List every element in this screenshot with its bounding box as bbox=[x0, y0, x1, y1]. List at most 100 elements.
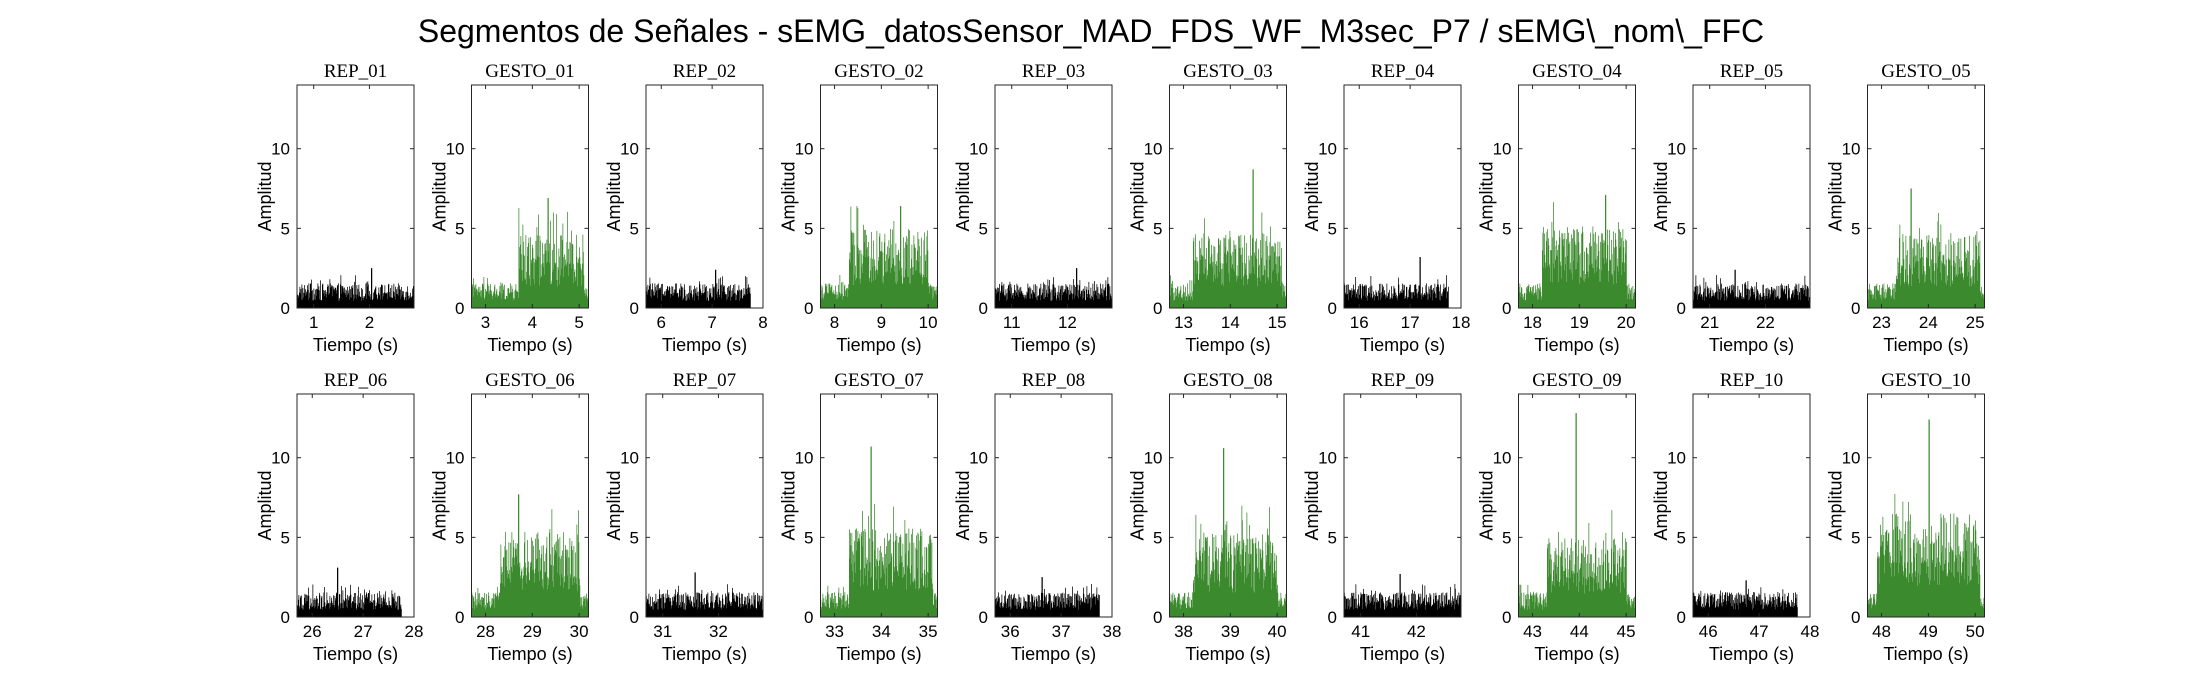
signal-bar bbox=[855, 529, 856, 617]
signal-bar bbox=[540, 240, 541, 308]
signal-bar bbox=[1970, 580, 1971, 617]
signal-bar bbox=[402, 291, 403, 308]
signal-bar bbox=[698, 607, 700, 617]
signal-bar bbox=[1693, 592, 1695, 617]
signal-bar bbox=[1915, 255, 1917, 308]
signal-bar bbox=[1567, 227, 1568, 308]
signal-bar bbox=[693, 289, 694, 308]
signal-bar bbox=[1697, 605, 1699, 617]
signal-bar bbox=[348, 596, 350, 617]
signal-bar bbox=[529, 579, 530, 617]
signal-bar bbox=[1929, 419, 1930, 617]
signal-bar bbox=[1378, 601, 1379, 617]
signal-bar bbox=[1221, 284, 1222, 308]
signal-bar bbox=[343, 292, 344, 308]
signal-bar bbox=[727, 287, 728, 308]
signal-bar bbox=[747, 287, 749, 308]
signal-bar bbox=[1533, 593, 1535, 617]
signal-bar bbox=[1067, 594, 1069, 617]
signal-bar bbox=[1597, 589, 1599, 617]
signal-bar bbox=[537, 532, 539, 617]
signal-bar bbox=[1268, 535, 1270, 617]
signal-bar bbox=[546, 536, 548, 617]
signal-bar bbox=[838, 284, 839, 308]
signal-bar bbox=[735, 300, 736, 308]
signal-bar bbox=[1053, 602, 1054, 617]
signal-bar bbox=[1062, 592, 1064, 617]
signal-bar bbox=[880, 251, 881, 308]
x-axis-label: Tiempo (s) bbox=[1360, 644, 1445, 664]
signal-bar bbox=[1755, 300, 1757, 308]
signal-bar bbox=[841, 599, 842, 617]
signal-bar bbox=[1442, 291, 1444, 308]
signal-bar bbox=[1954, 243, 1956, 308]
signal-bar bbox=[1769, 600, 1770, 617]
signal-bar bbox=[683, 608, 685, 617]
subplot-title: GESTO_02 bbox=[834, 61, 923, 82]
signal-bar bbox=[1093, 593, 1095, 617]
y-tick-label: 5 bbox=[1851, 219, 1860, 238]
signal-bar bbox=[1247, 284, 1249, 308]
signal-bar bbox=[1276, 555, 1277, 617]
signal-bar bbox=[533, 545, 534, 617]
signal-bar bbox=[1005, 590, 1006, 617]
signal-bar bbox=[1901, 265, 1902, 308]
signal-bar bbox=[537, 558, 538, 617]
signal-bar bbox=[925, 587, 926, 617]
signal-bar bbox=[1238, 235, 1239, 308]
signal-bar bbox=[1536, 592, 1538, 617]
signal-bar bbox=[825, 595, 827, 617]
signal-bar bbox=[564, 254, 565, 308]
signal-bar bbox=[1043, 282, 1044, 308]
signal-bar bbox=[375, 605, 377, 617]
signal-bar bbox=[1893, 288, 1895, 308]
y-axis-label: Amplitud bbox=[1128, 470, 1148, 540]
signal-bar bbox=[1975, 234, 1976, 308]
signal-bar bbox=[504, 586, 505, 617]
signal-bar bbox=[1405, 297, 1406, 308]
signal-bar bbox=[1801, 288, 1802, 308]
signal-bar bbox=[525, 562, 526, 617]
signal-bar bbox=[397, 287, 399, 308]
signal-bar bbox=[1948, 239, 1950, 308]
signal-bar bbox=[1906, 578, 1907, 617]
signal-bar bbox=[1525, 299, 1527, 308]
signal-bar bbox=[1563, 585, 1565, 617]
signal-bar bbox=[1253, 590, 1254, 617]
signal-bar bbox=[883, 568, 884, 617]
signal-bar bbox=[1585, 546, 1586, 617]
signal-bar bbox=[1913, 256, 1914, 308]
signal-bar bbox=[1225, 234, 1227, 308]
signal-bar bbox=[1092, 594, 1094, 617]
signal-bar bbox=[743, 604, 745, 617]
signal-bar bbox=[320, 300, 322, 308]
signal-bar bbox=[1014, 605, 1016, 617]
signal-bar bbox=[333, 595, 334, 617]
y-tick-label: 5 bbox=[979, 219, 988, 238]
signal-bar bbox=[1365, 296, 1366, 308]
signal-bar bbox=[670, 293, 671, 308]
signal-bar bbox=[1892, 283, 1894, 308]
signal-bar bbox=[362, 298, 364, 308]
signal-bar bbox=[827, 585, 829, 617]
signal-bar bbox=[563, 587, 565, 617]
signal-bar bbox=[661, 284, 662, 308]
signal-bar bbox=[1556, 240, 1557, 308]
signal-bar bbox=[1736, 298, 1737, 308]
signal-bar bbox=[1252, 539, 1253, 617]
signal-bar bbox=[1542, 250, 1543, 308]
signal-bar bbox=[1978, 256, 1980, 308]
signal-bar bbox=[1892, 514, 1893, 617]
signal-bar bbox=[400, 606, 401, 617]
signal-bar bbox=[1261, 212, 1263, 308]
signal-bar bbox=[1957, 241, 1959, 308]
signal-bar bbox=[1199, 273, 1201, 308]
signal-bar bbox=[1033, 602, 1035, 617]
signal-bar bbox=[653, 295, 655, 308]
signal-bar bbox=[1560, 556, 1561, 617]
signal-bar bbox=[1921, 562, 1922, 617]
signal-bar bbox=[674, 293, 676, 308]
signal-bar bbox=[1214, 569, 1215, 617]
signal-bar bbox=[895, 533, 897, 617]
